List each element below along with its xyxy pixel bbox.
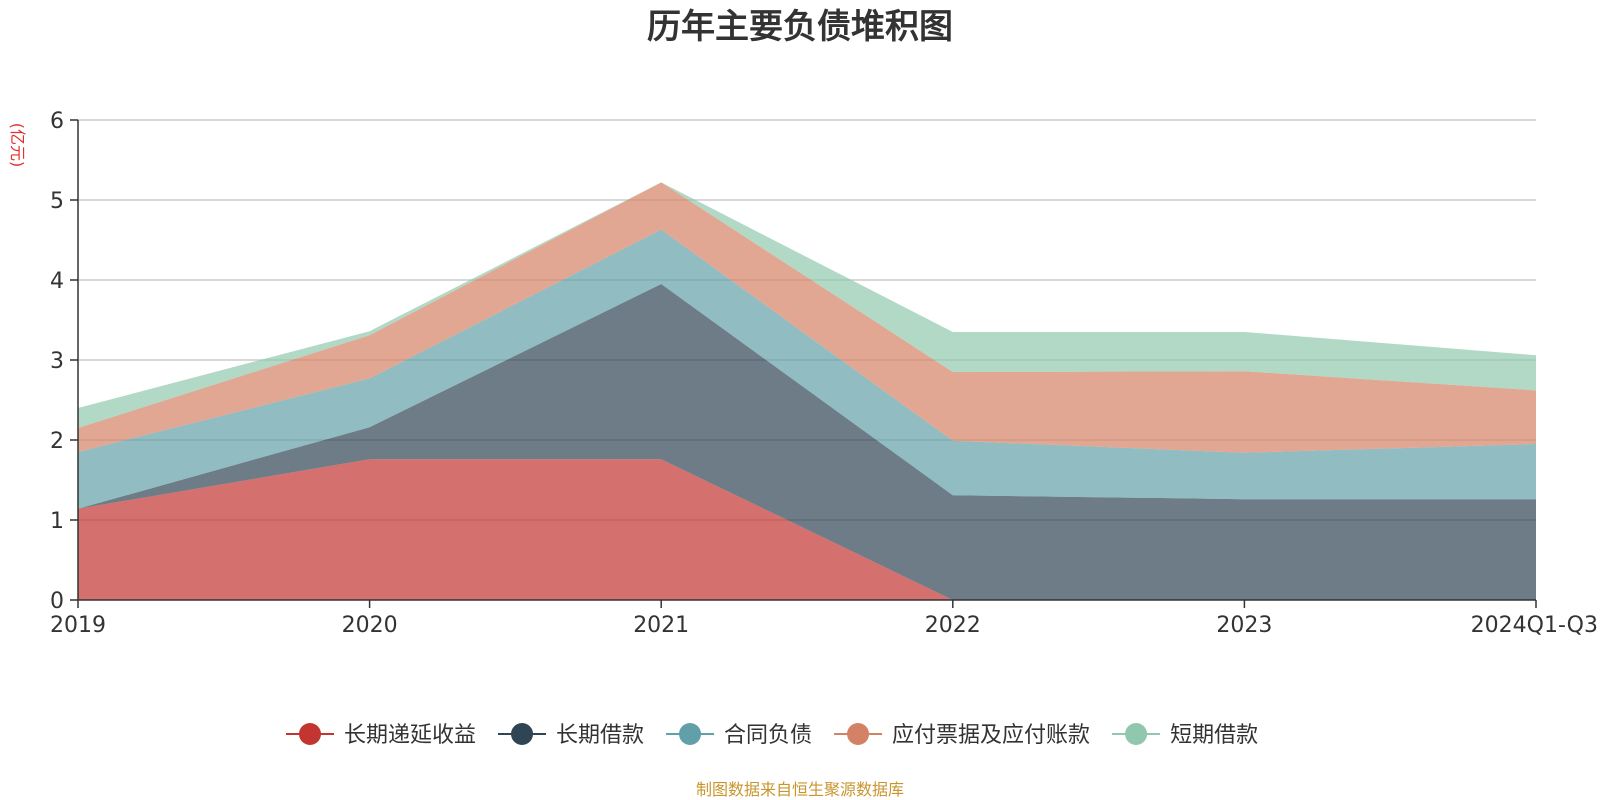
legend-label: 长期借款 (556, 723, 644, 748)
x-tick-label: 2019 (50, 613, 106, 638)
y-axis-unit: (亿元) (8, 123, 27, 168)
source-note: 制图数据来自恒生聚源数据库 (696, 780, 904, 799)
legend-label: 合同负债 (724, 723, 812, 748)
x-tick-label: 2020 (342, 613, 398, 638)
y-tick-label: 2 (50, 429, 64, 454)
area-series-3[interactable] (78, 182, 1536, 453)
legend-marker (1125, 723, 1148, 745)
legend-item-4[interactable]: 短期借款 (1112, 723, 1258, 748)
legend: 长期递延收益 长期借款 合同负债 应付票据及应付账款 短期借款 (286, 723, 1258, 748)
y-tick-label: 1 (50, 509, 64, 534)
legend-label: 短期借款 (1170, 723, 1258, 748)
stacked-areas (78, 182, 1536, 600)
y-tick-label: 5 (50, 189, 64, 214)
legend-item-1[interactable]: 长期借款 (498, 723, 644, 748)
legend-marker (679, 723, 702, 745)
x-tick-label: 2022 (925, 613, 981, 638)
x-tick-label: 2023 (1216, 613, 1272, 638)
x-tick-label: 2024Q1-Q3 (1471, 613, 1598, 638)
axes: 0 1 2 3 4 5 6 2019 2020 2021 2022 2023 2024Q1-Q3 (50, 109, 1598, 638)
legend-item-2[interactable]: 合同负债 (666, 723, 812, 748)
area-series-0[interactable] (78, 459, 1536, 600)
legend-marker (511, 723, 534, 745)
legend-label: 应付票据及应付账款 (892, 723, 1090, 748)
legend-marker (847, 723, 870, 745)
legend-label: 长期递延收益 (344, 723, 476, 748)
y-tick-label: 3 (50, 349, 64, 374)
area-series-1[interactable] (78, 284, 1536, 600)
y-tick-label: 4 (50, 269, 64, 294)
y-tick-label: 6 (50, 109, 64, 134)
y-tick-label: 0 (50, 589, 64, 614)
area-series-2[interactable] (78, 229, 1536, 509)
x-tick-label: 2021 (633, 613, 689, 638)
legend-item-3[interactable]: 应付票据及应付账款 (834, 723, 1090, 748)
legend-item-0[interactable]: 长期递延收益 (286, 723, 476, 748)
chart-title: 历年主要负债堆积图 (647, 7, 953, 47)
area-series-4[interactable] (78, 182, 1536, 428)
legend-marker (299, 723, 321, 745)
